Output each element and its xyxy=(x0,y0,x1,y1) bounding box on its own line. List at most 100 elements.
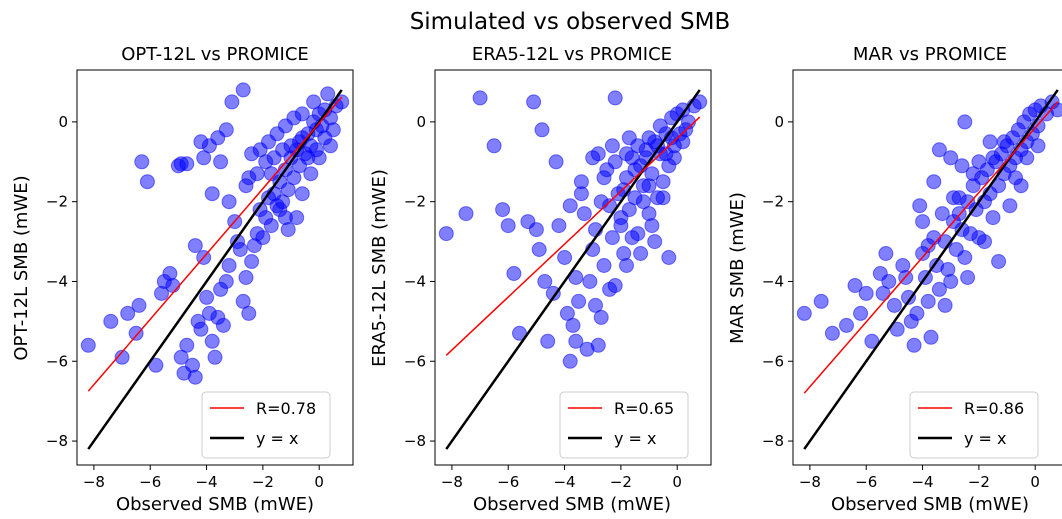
data-point xyxy=(303,166,319,182)
data-point xyxy=(661,250,677,265)
y-tick-label: −6 xyxy=(46,352,68,370)
data-point xyxy=(562,353,578,369)
data-point xyxy=(540,333,556,349)
data-point xyxy=(215,317,231,333)
y-tick-label: −2 xyxy=(404,193,426,211)
data-point xyxy=(500,218,516,234)
y-tick-label: −4 xyxy=(762,272,784,290)
y-tick-label: −6 xyxy=(404,352,426,370)
data-point xyxy=(633,246,649,261)
panel-era5-12l: ERA5-12L vs PROMICE −8 −6 −4 −2 0 −8 −6 −4 −2 0 O… xyxy=(369,44,712,515)
x-axis-label: Observed SMB (mWE) xyxy=(831,494,1029,515)
x-tick-label: −2 xyxy=(252,473,274,491)
y-axis-label: MAR SMB (mWE) xyxy=(727,192,748,344)
y-axis-label: OPT-12L SMB (mWE) xyxy=(11,175,32,360)
legend: R=0.78 y = x xyxy=(201,391,331,459)
y-tick-label: −2 xyxy=(46,193,68,211)
data-point xyxy=(655,174,671,190)
y-axis-label: ERA5-12L SMB (mWE) xyxy=(369,169,390,367)
data-point xyxy=(915,214,931,230)
y-tick-label: 0 xyxy=(58,113,68,131)
data-point xyxy=(977,234,992,250)
data-point xyxy=(565,317,581,333)
data-point xyxy=(263,166,279,182)
data-point xyxy=(957,250,973,265)
data-point xyxy=(571,293,587,309)
data-point xyxy=(238,270,254,285)
data-point xyxy=(573,186,589,202)
data-point xyxy=(218,274,234,289)
data-point xyxy=(187,369,203,385)
panel-title: OPT-12L vs PROMICE xyxy=(121,44,309,65)
axes-frame xyxy=(434,69,712,466)
data-point xyxy=(204,333,220,349)
data-point xyxy=(241,305,257,321)
data-point xyxy=(1008,170,1023,186)
legend-fit-label: R=0.78 xyxy=(256,399,316,418)
data-point xyxy=(878,246,894,261)
data-point xyxy=(263,218,279,234)
data-point xyxy=(886,297,902,313)
data-point xyxy=(920,238,936,254)
data-point xyxy=(438,226,454,242)
data-point xyxy=(593,309,609,325)
legend-fit-label: R=0.86 xyxy=(964,399,1024,418)
data-point xyxy=(931,281,947,297)
x-tick-label: −6 xyxy=(855,473,877,491)
data-point xyxy=(943,274,959,289)
data-point xyxy=(244,146,260,162)
x-axis-label: Observed SMB (mWE) xyxy=(473,494,671,515)
data-point xyxy=(839,317,854,333)
data-point xyxy=(323,138,338,154)
x-axis-label: Observed SMB (mWE) xyxy=(116,494,314,515)
data-point xyxy=(1050,102,1062,118)
data-point xyxy=(853,305,869,321)
data-point xyxy=(568,333,584,349)
legend-identity-label: y = x xyxy=(964,429,1007,448)
x-tick-label: −6 xyxy=(497,473,519,491)
data-point xyxy=(588,297,603,313)
data-point xyxy=(458,206,474,222)
data-point xyxy=(193,134,209,150)
data-point xyxy=(173,349,189,365)
data-point xyxy=(495,202,511,218)
data-point xyxy=(311,150,327,166)
data-point xyxy=(294,186,310,202)
x-tick-label: −4 xyxy=(553,473,575,491)
data-point xyxy=(537,274,553,289)
x-tick-label: −8 xyxy=(83,473,105,491)
data-point xyxy=(562,198,578,214)
data-point xyxy=(635,194,651,210)
scatter-points xyxy=(438,90,708,369)
data-point xyxy=(325,122,341,138)
data-point xyxy=(134,154,150,170)
panel-title: ERA5-12L vs PROMICE xyxy=(472,44,672,65)
data-point xyxy=(957,114,973,130)
data-point xyxy=(551,218,567,234)
data-point xyxy=(1002,198,1018,214)
data-point xyxy=(607,278,623,293)
data-point xyxy=(982,134,998,150)
data-point xyxy=(526,94,542,110)
data-point xyxy=(960,270,976,285)
data-point xyxy=(506,266,522,281)
data-point xyxy=(652,118,668,134)
y-tick-label: −6 xyxy=(762,352,784,370)
data-point xyxy=(985,150,1001,166)
data-point xyxy=(675,134,691,150)
data-point xyxy=(965,166,981,182)
plot-area: −8 −6 −4 −2 0 −8 −6 −4 −2 0 xyxy=(404,69,712,491)
y-tick-label: −2 xyxy=(762,193,784,211)
data-point xyxy=(179,337,195,353)
x-tick-label: 0 xyxy=(1030,473,1040,491)
data-point xyxy=(604,230,620,246)
data-point xyxy=(221,258,237,273)
plot-area: −8 −6 −4 −2 0 −8 −6 −4 −2 0 xyxy=(762,69,1062,491)
data-point xyxy=(934,206,950,222)
data-point xyxy=(1030,138,1046,154)
x-tick-label: −2 xyxy=(968,473,990,491)
data-point xyxy=(647,234,663,250)
data-point xyxy=(534,122,550,138)
data-point xyxy=(909,305,925,321)
